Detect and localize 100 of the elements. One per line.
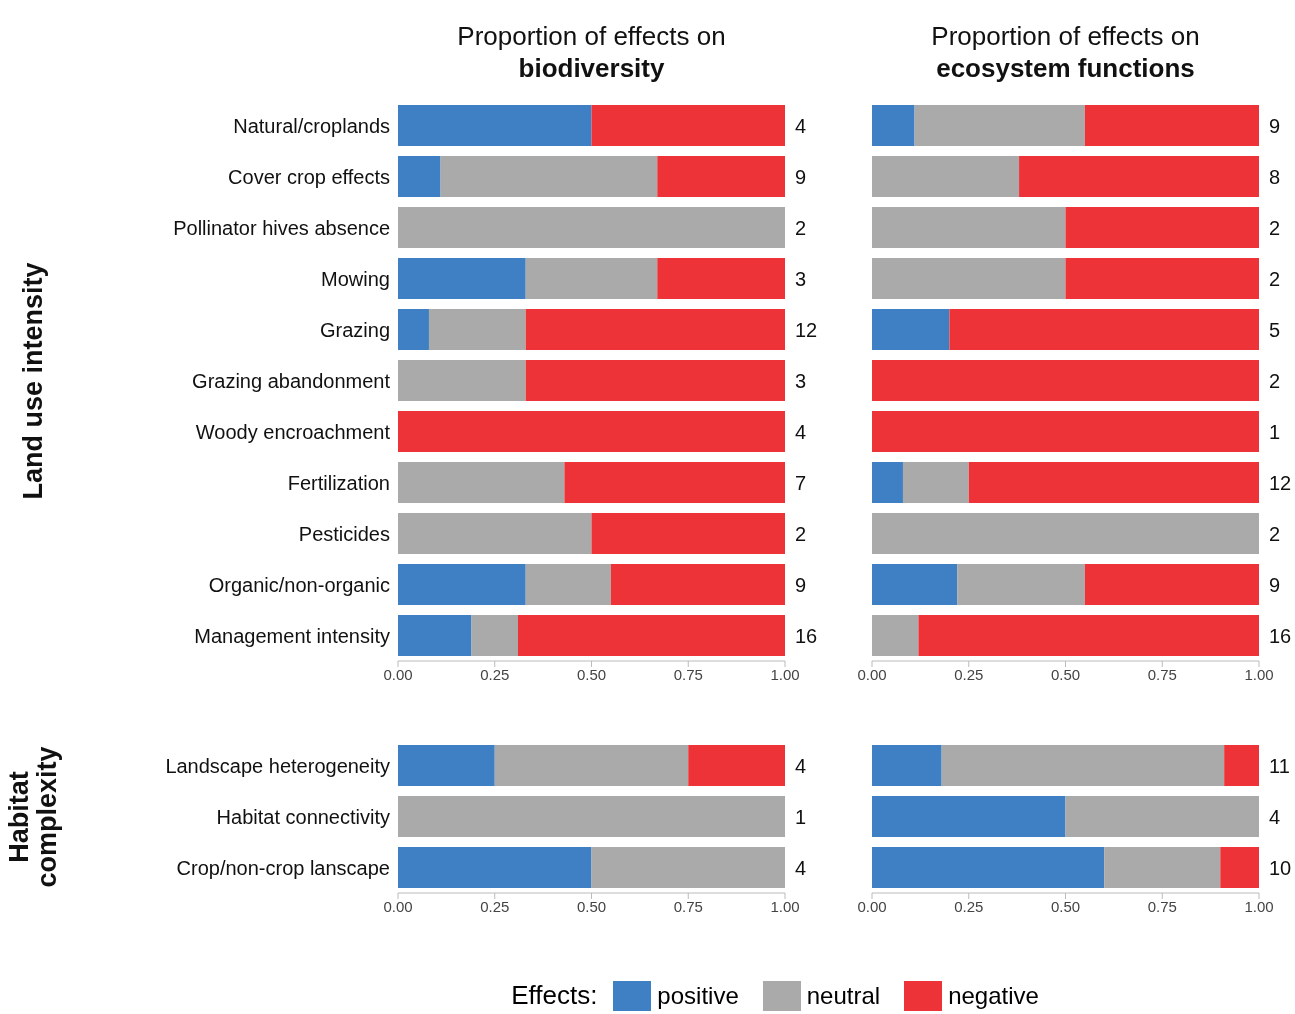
bar	[398, 258, 526, 300]
bar	[591, 105, 785, 147]
x-tick-label: 0.75	[673, 665, 703, 683]
bar	[471, 615, 518, 657]
bar	[1065, 796, 1259, 838]
x-tick-label: 0.25	[480, 665, 510, 683]
text: 2	[1269, 522, 1281, 545]
legend-label: neutral	[806, 981, 881, 1010]
bar	[872, 360, 1259, 402]
text: 7	[795, 471, 807, 494]
bar	[914, 105, 1085, 147]
bar	[872, 411, 1259, 453]
bar	[872, 462, 903, 504]
bar	[949, 309, 1259, 351]
text: 2	[1269, 216, 1281, 239]
text: 9	[1269, 573, 1281, 596]
x-tick-label: 0.50	[1050, 665, 1081, 683]
y-tick-label: Crop/non-crop lanscape	[176, 856, 390, 879]
y-tick-label: Cover crop effects	[228, 165, 390, 188]
bar	[398, 156, 441, 198]
legend-label: positive	[657, 981, 739, 1010]
y-tick-label: Pesticides	[298, 522, 390, 545]
bar	[517, 615, 785, 657]
x-tick-label: 0.50	[1050, 897, 1081, 915]
bar	[564, 462, 785, 504]
bar	[525, 360, 785, 402]
bar	[398, 745, 495, 787]
bar	[591, 847, 785, 889]
chart-subtitle: biodiversity	[518, 52, 665, 84]
bar	[918, 615, 1259, 657]
x-tick-label: 0.75	[1147, 897, 1177, 915]
y-tick-label: Woody encroachment	[195, 420, 391, 443]
x-tick-label: 0.50	[576, 897, 607, 915]
text: 2	[795, 522, 807, 545]
text: 9	[795, 165, 807, 188]
bar	[872, 258, 1066, 300]
bar	[872, 847, 1105, 889]
text: 10	[1269, 856, 1292, 879]
x-tick-label: 0.75	[673, 897, 703, 915]
x-tick-label: 0.75	[1147, 665, 1177, 683]
text: 4	[795, 754, 807, 777]
bar	[494, 745, 689, 787]
text: 16	[1269, 624, 1292, 647]
bar	[1065, 207, 1259, 249]
bar	[1224, 745, 1259, 787]
y-tick-label: Fertilization	[287, 471, 390, 494]
text: 1	[795, 805, 807, 828]
x-tick-label: 1.00	[1244, 665, 1274, 683]
bar	[957, 564, 1085, 606]
legend-title: Effects:	[511, 980, 598, 1011]
x-tick-label: 0.00	[857, 665, 887, 683]
bar	[1084, 564, 1259, 606]
bar	[398, 564, 526, 606]
text: 12	[795, 318, 818, 341]
bar	[1084, 105, 1259, 147]
bar	[398, 309, 429, 351]
bar	[525, 258, 658, 300]
bar	[968, 462, 1259, 504]
bar	[398, 411, 785, 453]
text: 4	[795, 420, 807, 443]
x-tick-label: 0.25	[954, 665, 984, 683]
text: 2	[1269, 369, 1281, 392]
bar	[1104, 847, 1221, 889]
y-tick-label: Grazing	[319, 318, 390, 341]
text: 2	[1269, 267, 1281, 290]
text: 11	[1269, 754, 1290, 777]
text: 5	[1269, 318, 1281, 341]
x-tick-label: 1.00	[770, 665, 800, 683]
legend-label: negative	[948, 981, 1039, 1010]
x-tick-label: 0.50	[576, 665, 607, 683]
x-tick-label: 0.00	[857, 897, 887, 915]
bar	[525, 309, 785, 351]
text: 2	[795, 216, 807, 239]
x-tick-label: 1.00	[770, 897, 800, 915]
text: 12	[1269, 471, 1292, 494]
y-axis-title: Habitat complexity	[3, 744, 62, 890]
bar	[872, 207, 1066, 249]
y-tick-label: Habitat connectivity	[216, 805, 390, 828]
bar	[872, 513, 1259, 555]
bar	[398, 847, 592, 889]
y-tick-label: Management intensity	[194, 624, 390, 647]
bar	[398, 513, 592, 555]
text: 4	[795, 856, 807, 879]
bar	[1220, 847, 1259, 889]
bar	[872, 796, 1066, 838]
x-tick-label: 1.00	[1244, 897, 1274, 915]
y-tick-label: Mowing	[321, 267, 390, 290]
text: 3	[795, 267, 807, 290]
bar	[657, 258, 785, 300]
bar	[872, 745, 942, 787]
bar	[398, 105, 592, 147]
bar	[398, 360, 526, 402]
bar	[941, 745, 1225, 787]
y-tick-label: Organic/non-organic	[208, 573, 390, 596]
y-tick-label: Grazing abandonment	[192, 369, 391, 392]
bar	[398, 615, 472, 657]
bar	[872, 615, 919, 657]
text: 1	[1269, 420, 1281, 443]
bar	[398, 462, 565, 504]
bar	[1019, 156, 1259, 198]
